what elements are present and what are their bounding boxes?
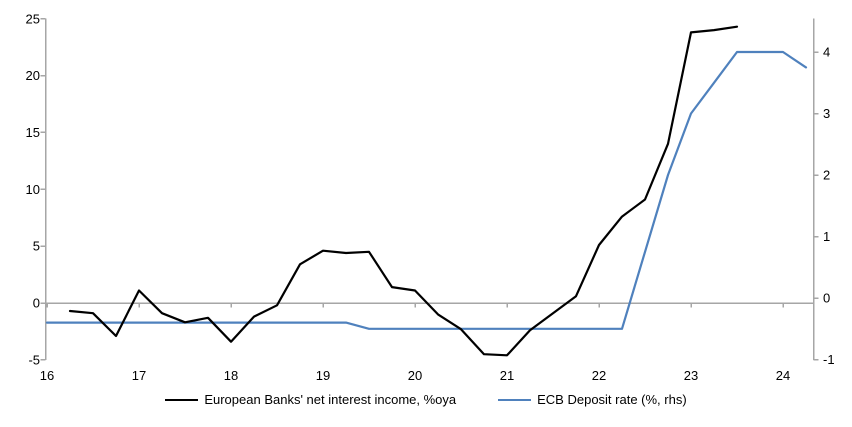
x-tick-label: 23 [684, 368, 698, 383]
left-tick-label: 25 [26, 11, 40, 26]
x-tick-label: 19 [316, 368, 330, 383]
x-tick-label: 21 [500, 368, 514, 383]
right-tick-label: 0 [823, 291, 830, 306]
right-tick-label: 4 [823, 45, 830, 60]
ecb-deposit-rate-line [45, 50, 808, 330]
ecb-deposit-rate-line-swatch [498, 398, 532, 401]
right-tick-label: -1 [823, 352, 835, 367]
right-tick-label: 1 [823, 229, 830, 244]
x-tick-label: 16 [40, 368, 54, 383]
left-tick-label: 15 [26, 125, 40, 140]
legend-item-nii: European Banks' net interest income, %oy… [165, 392, 456, 407]
right-tick-label: 2 [823, 168, 830, 183]
left-tick-label: 5 [33, 239, 40, 254]
x-tick-label: 22 [592, 368, 606, 383]
x-tick-label: 24 [776, 368, 790, 383]
ecb-deposit-rate-legend-label: ECB Deposit rate (%, rhs) [537, 392, 687, 407]
left-tick-label: -5 [28, 352, 40, 367]
left-tick-label: 0 [33, 296, 40, 311]
x-tick-label: 17 [132, 368, 146, 383]
left-tick-label: 10 [26, 182, 40, 197]
legend-item-ecb-deposit-rate: ECB Deposit rate (%, rhs) [498, 392, 687, 407]
nii-line [68, 25, 739, 357]
x-tick-label: 18 [224, 368, 238, 383]
chart-legend: European Banks' net interest income, %oy… [0, 392, 852, 407]
nii-legend-label: European Banks' net interest income, %oy… [204, 392, 457, 407]
nii-line-swatch [165, 398, 199, 401]
right-tick-label: 3 [823, 106, 830, 121]
x-tick-label: 20 [408, 368, 422, 383]
left-tick-label: 20 [26, 68, 40, 83]
